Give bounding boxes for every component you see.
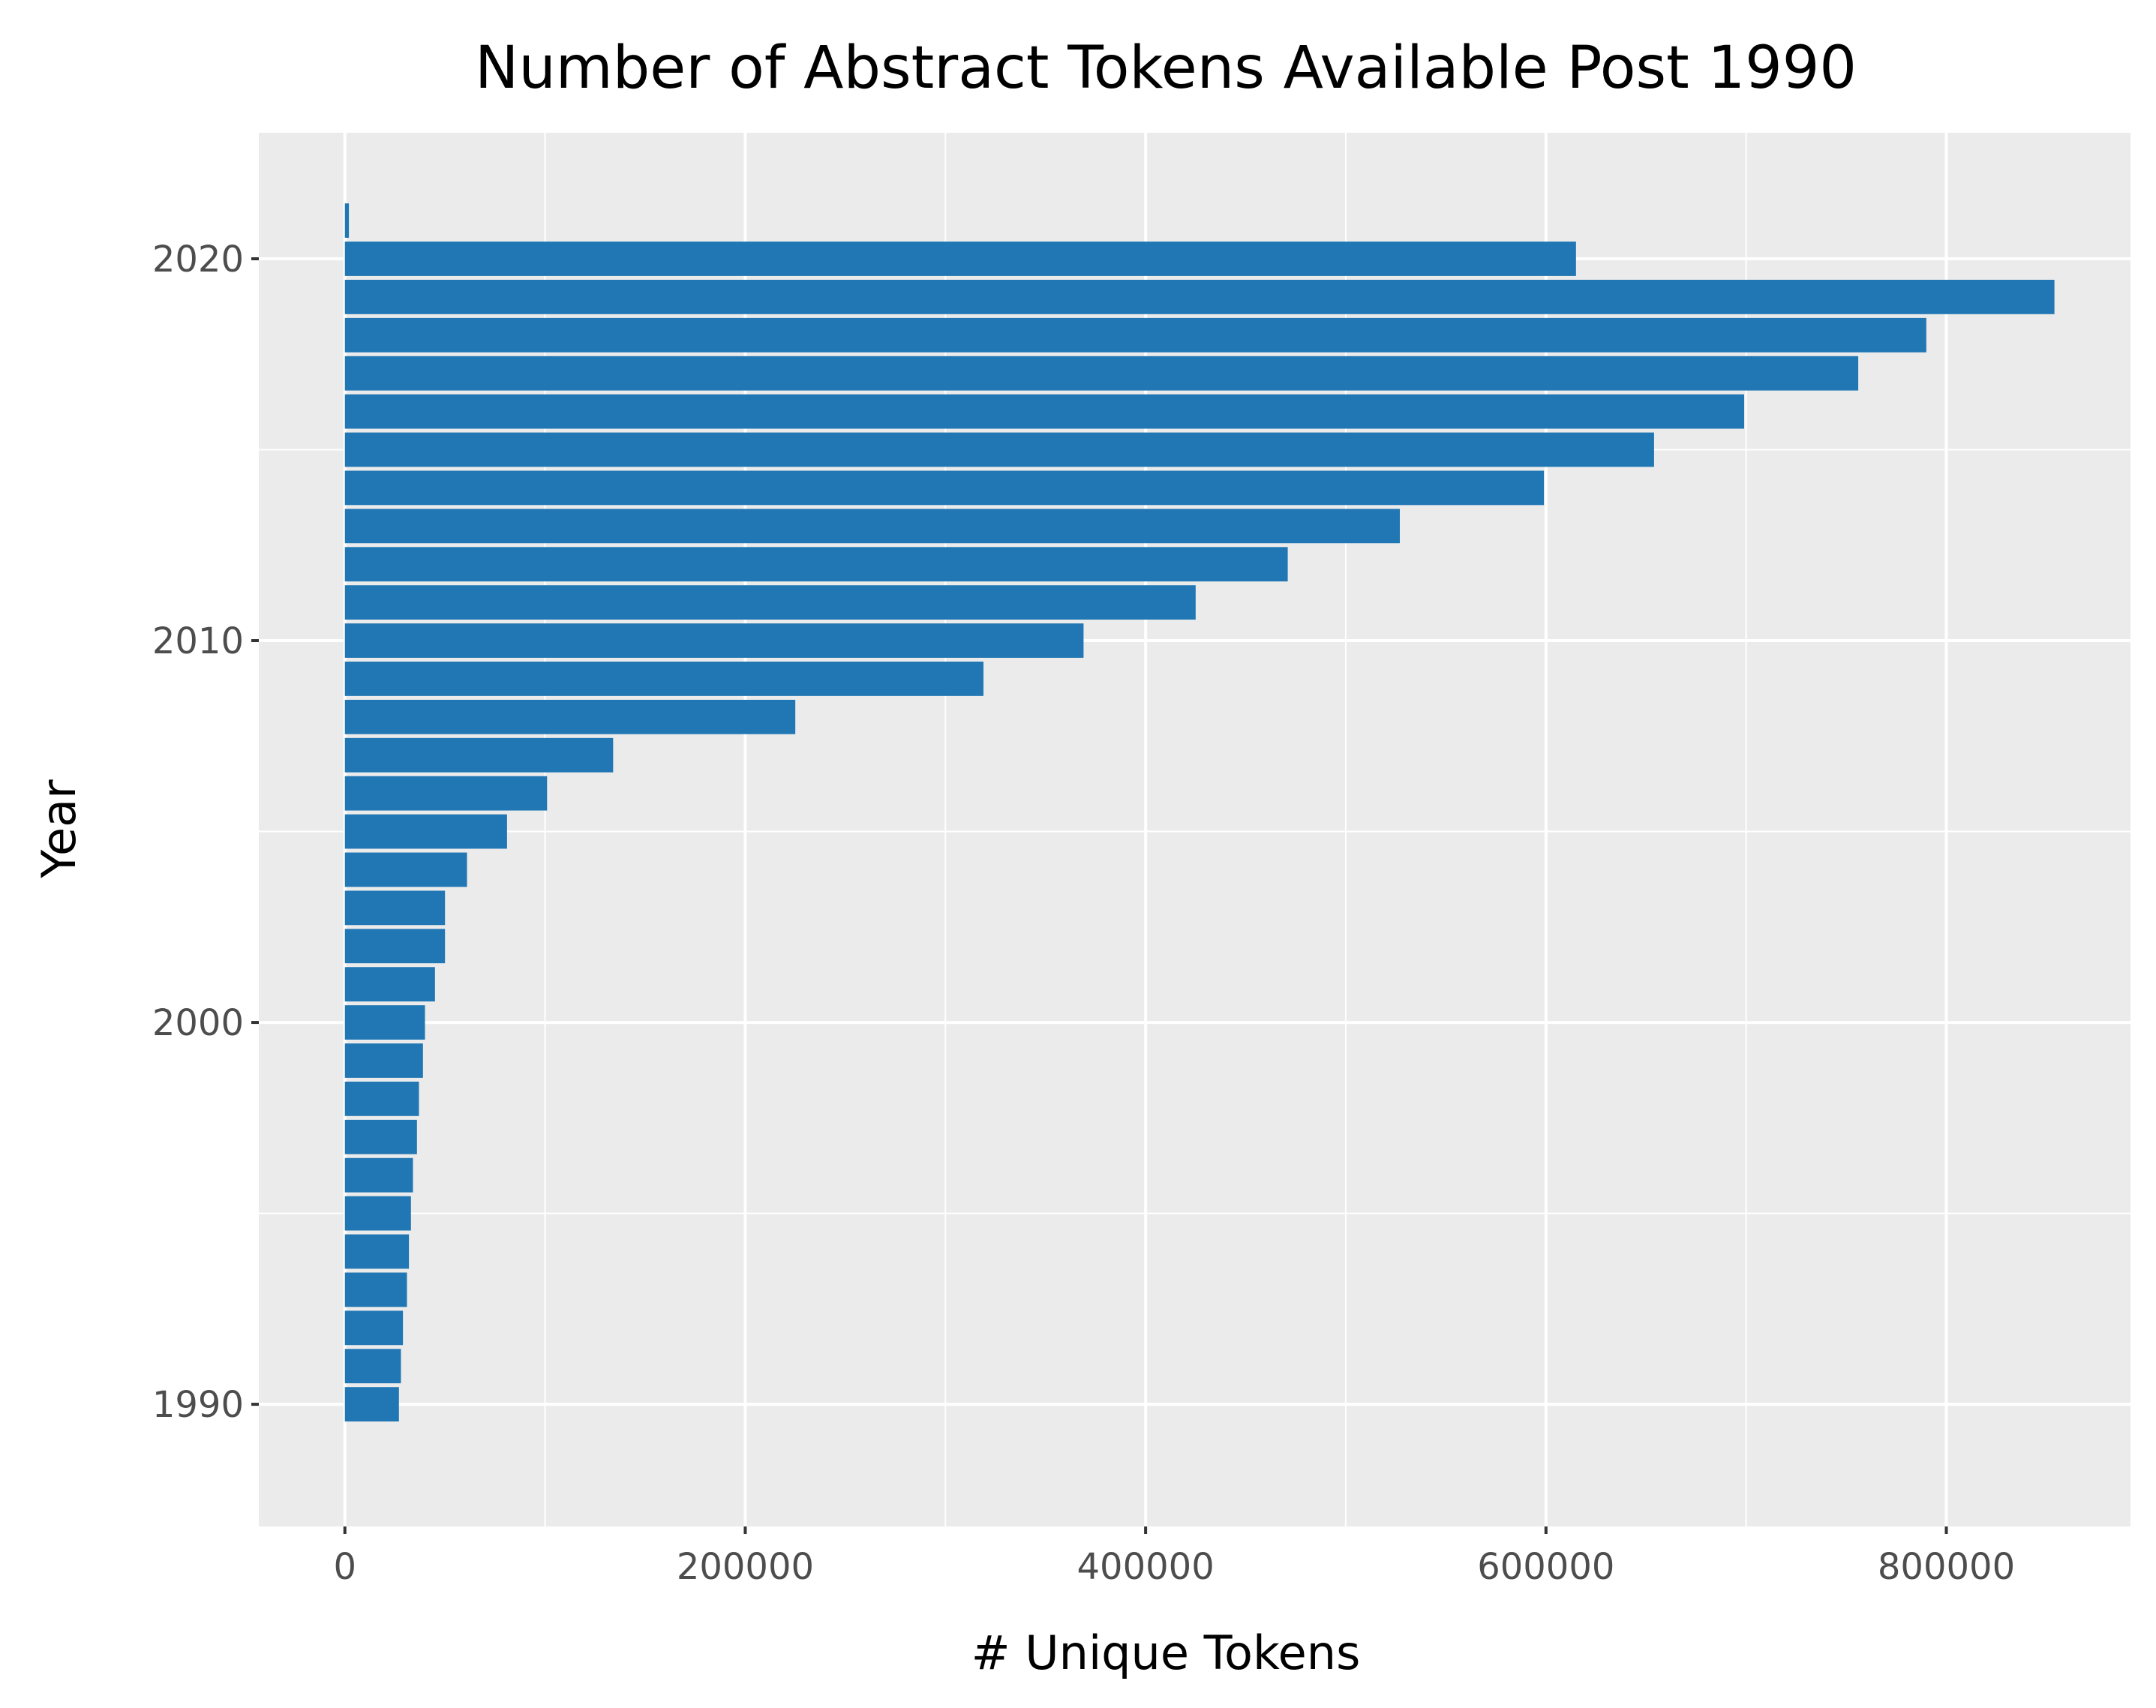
bar-2000: [344, 1005, 425, 1040]
bar-1993: [344, 1272, 407, 1307]
bar-2021: [344, 203, 350, 238]
bar-2004: [344, 852, 467, 887]
bar-2010: [344, 623, 1084, 658]
x-tick-label: 400000: [1077, 1546, 1215, 1588]
chart-title: Number of Abstract Tokens Available Post…: [475, 35, 1857, 102]
bars: [344, 203, 2055, 1422]
bar-2003: [344, 890, 446, 926]
bar-1991: [344, 1349, 401, 1384]
x-axis-label: # Unique Tokens: [971, 1625, 1361, 1680]
bar-2012: [344, 547, 1288, 582]
bar-2013: [344, 509, 1401, 544]
bar-1998: [344, 1081, 419, 1116]
x-tick-label: 0: [333, 1546, 356, 1588]
bar-2007: [344, 737, 614, 773]
y-tick-label: 2020: [152, 239, 244, 281]
bar-2002: [344, 929, 446, 964]
bar-2019: [344, 279, 2055, 314]
bar-2015: [344, 432, 1654, 467]
y-tick-label: 1990: [152, 1384, 244, 1426]
x-tick-label: 200000: [677, 1546, 814, 1588]
bar-2014: [344, 470, 1545, 506]
bar-2009: [344, 662, 983, 696]
y-axis: 1990 2000 2010 2020: [152, 239, 259, 1426]
x-axis: 0 200000 400000 600000 800000: [333, 1526, 2015, 1588]
bar-2001: [344, 967, 435, 1002]
bar-1996: [344, 1157, 413, 1193]
y-tick-label: 2000: [152, 1002, 244, 1044]
bar-2006: [344, 776, 548, 811]
x-tick-label: 600000: [1477, 1546, 1614, 1588]
bar-2018: [344, 317, 1926, 353]
bar-1992: [344, 1310, 404, 1346]
bar-1997: [344, 1119, 417, 1154]
x-tick-label: 800000: [1878, 1546, 2015, 1588]
bar-2011: [344, 585, 1196, 620]
bar-2005: [344, 814, 507, 849]
bar-2008: [344, 699, 796, 734]
y-axis-label: Year: [32, 779, 86, 879]
bar-2020: [344, 242, 1576, 276]
bar-1990: [344, 1387, 399, 1422]
bar-2017: [344, 356, 1859, 391]
bar-2016: [344, 394, 1744, 429]
bar-1999: [344, 1043, 423, 1078]
bar-1994: [344, 1234, 410, 1269]
y-tick-label: 2010: [152, 620, 244, 662]
bar-1995: [344, 1196, 411, 1231]
